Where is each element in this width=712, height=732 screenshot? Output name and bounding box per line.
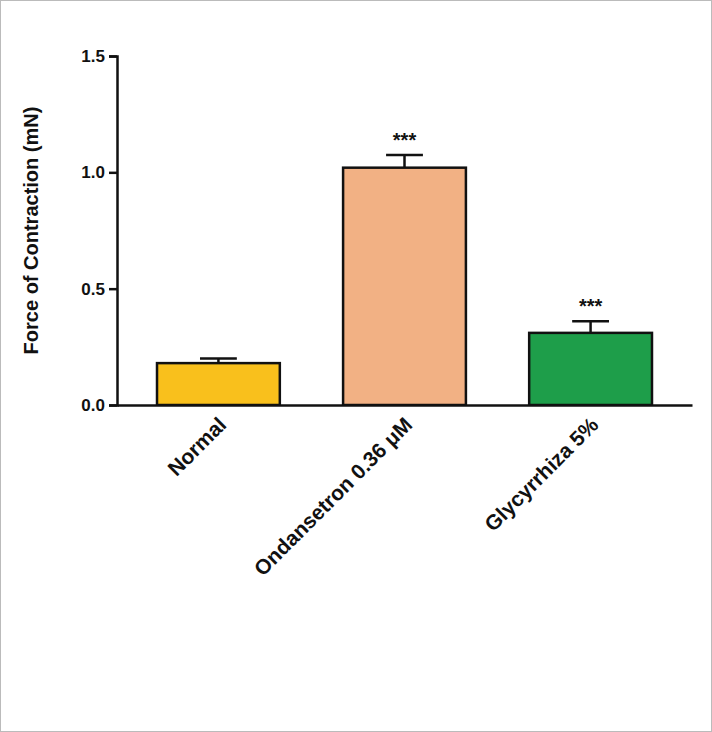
error-cap: [572, 320, 609, 323]
x-tick-label: Glycyrrhiza 5%: [480, 413, 603, 536]
error-stem: [403, 155, 406, 168]
bar: [529, 333, 652, 405]
x-tick: Normal: [163, 405, 230, 480]
y-tick-label: 1.5: [81, 47, 105, 66]
x-tick-label: Ondansetron 0.36 μM: [249, 413, 416, 580]
x-axis-line: [118, 404, 693, 407]
y-tick: 1.5: [81, 47, 117, 66]
y-axis: 0.0 0.5 1.0 1.5: [81, 47, 117, 415]
y-axis-title: Force of Contraction (mN): [20, 107, 42, 355]
annotations: *** ***: [393, 129, 603, 317]
y-tick-mark: [109, 404, 117, 407]
frame: [1, 1, 712, 732]
y-tick-mark: [109, 172, 117, 175]
y-tick-label: 0.0: [81, 396, 105, 415]
y-tick-mark: [109, 55, 117, 58]
x-tick-label: Normal: [163, 413, 230, 480]
y-tick-label: 1.0: [81, 163, 105, 182]
y-tick: 1.0: [81, 163, 117, 182]
y-tick-mark: [109, 288, 117, 291]
chart: 0.0 0.5 1.0 1.5 Normal Ondansetron 0.36 μM Gly…: [0, 0, 712, 732]
error-bar: [200, 358, 237, 363]
plot-area: [157, 155, 652, 405]
error-bar: [572, 321, 609, 333]
y-axis-line: [109, 57, 118, 406]
error-cap: [386, 154, 423, 157]
error-stem: [589, 321, 592, 333]
y-tick: 0.5: [81, 280, 117, 299]
error-bar: [386, 155, 423, 168]
x-tick: Ondansetron 0.36 μM: [249, 405, 416, 580]
annotation: ***: [393, 129, 417, 151]
y-tick-label: 0.5: [81, 280, 105, 299]
y-tick: 0.0: [81, 396, 117, 415]
annotation: ***: [579, 295, 603, 317]
x-axis: Normal Ondansetron 0.36 μM Glycyrrhiza 5%: [118, 405, 693, 580]
bar: [157, 363, 280, 405]
error-cap: [200, 357, 237, 360]
x-tick: Glycyrrhiza 5%: [480, 405, 603, 536]
bar: [343, 168, 466, 405]
